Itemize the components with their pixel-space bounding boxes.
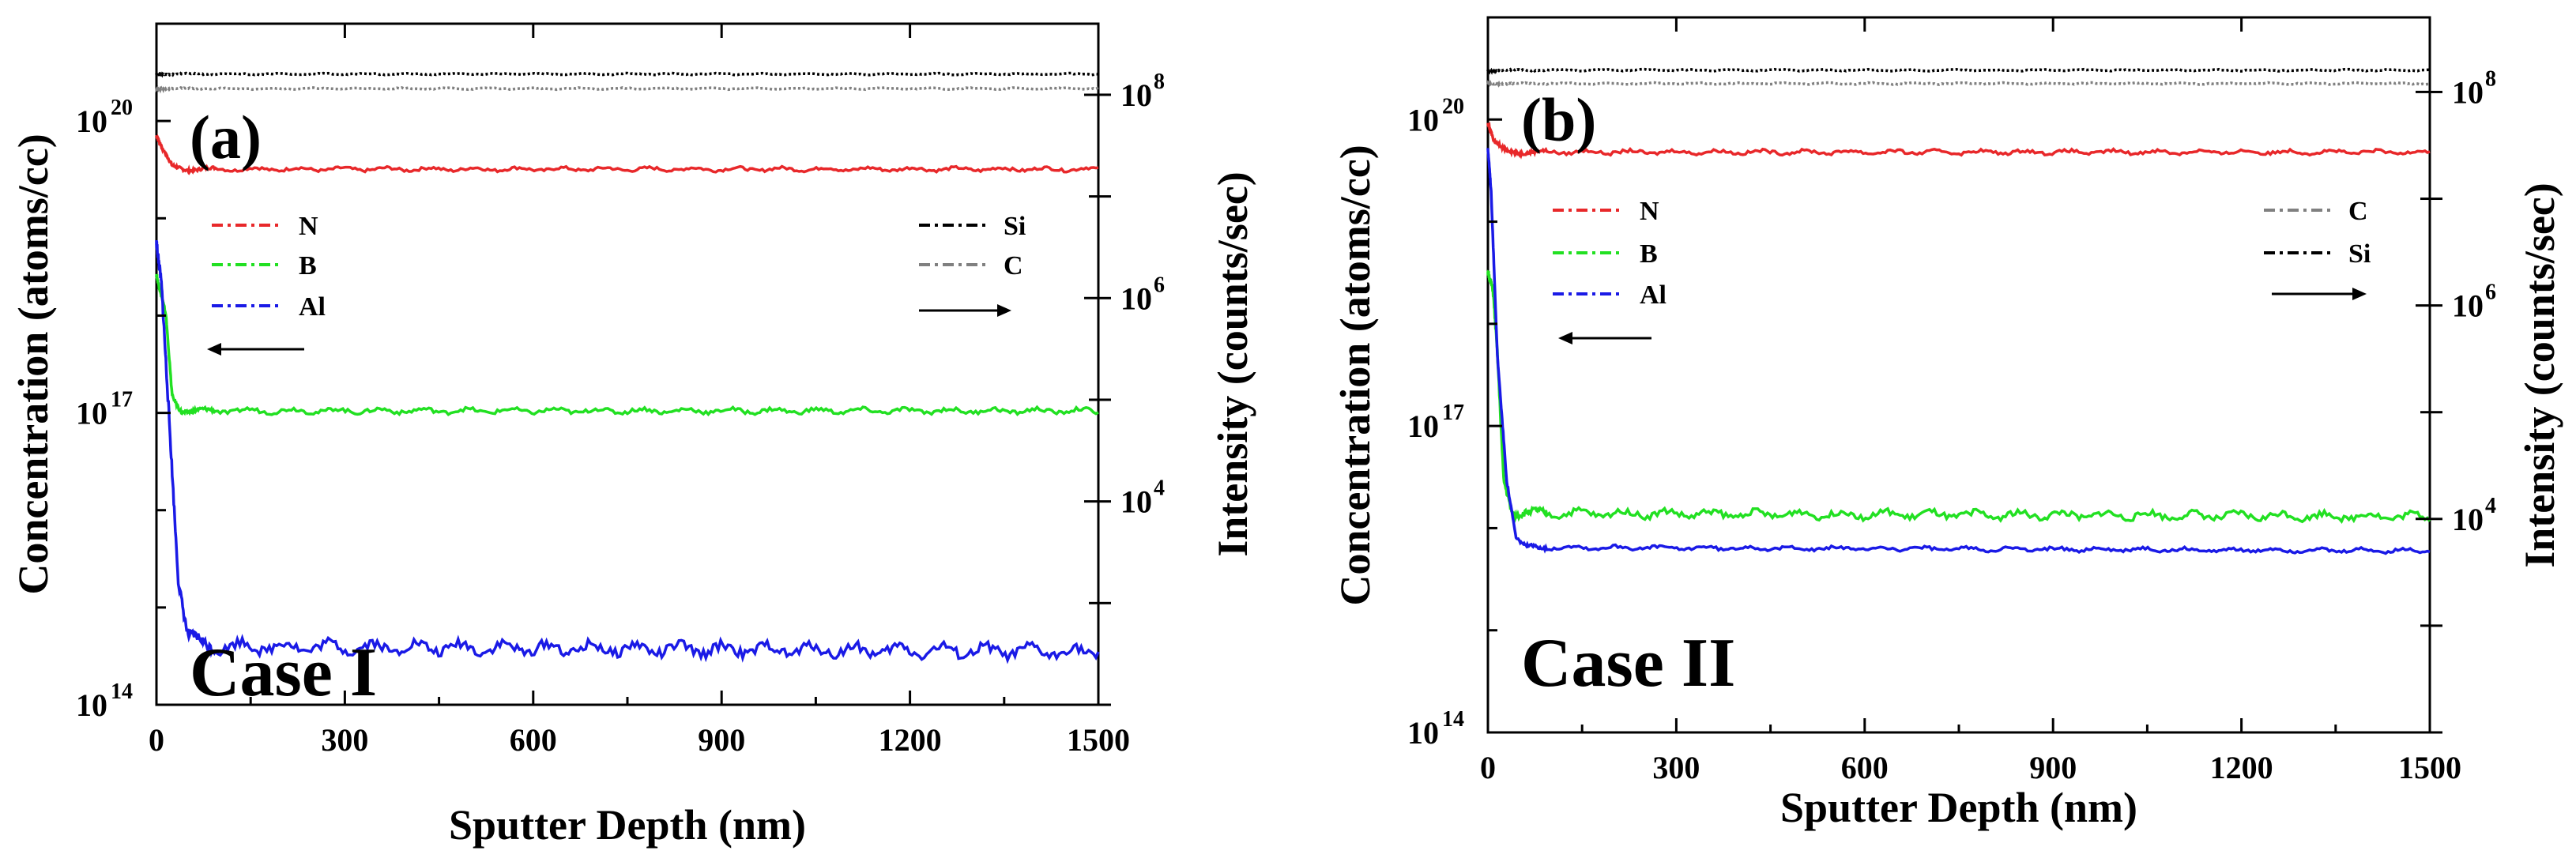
y2-tick-label-base: 10 <box>2452 502 2484 537</box>
x-tick-label: 0 <box>149 722 164 758</box>
x-tick-label: 600 <box>510 722 557 758</box>
y2-tick-label-base: 10 <box>2452 288 2484 324</box>
y2-tick-label-exp: 6 <box>1154 273 1165 297</box>
left-axis-arrow-icon <box>207 343 304 356</box>
series-line-c <box>1486 79 2431 89</box>
y2-tick-label-base: 10 <box>1120 280 1152 316</box>
legend-label-b: B <box>299 251 317 280</box>
y-tick-label-base: 10 <box>1407 408 1439 444</box>
y-axis-title: Concentration (atoms/cc) <box>9 134 57 594</box>
x-tick-label: 0 <box>1480 750 1496 785</box>
series-line-al <box>1486 148 2431 555</box>
x-tick-label: 300 <box>1652 750 1700 785</box>
x-tick-label: 600 <box>1841 750 1889 785</box>
series-line-si <box>155 71 1099 79</box>
legend-label-n: N <box>1640 197 1659 226</box>
legend-right: C Si <box>2264 197 2371 300</box>
legend-label-n: N <box>299 212 318 241</box>
y2-axis-title: Intensity (counts/sec) <box>1209 171 1256 556</box>
y2-tick-label-exp: 8 <box>1154 70 1165 94</box>
y2-tick-label-base: 10 <box>2452 74 2484 110</box>
legend-left: N B Al <box>1553 197 1666 344</box>
case-label: Case I <box>190 634 377 711</box>
y2-tick-label-exp: 8 <box>2485 66 2496 91</box>
legend-label-si: Si <box>1004 212 1026 241</box>
y-tick-label-base: 10 <box>76 104 107 139</box>
plot-frame <box>155 22 1100 706</box>
y2-tick-label-exp: 4 <box>1154 476 1165 501</box>
legend-label-b: B <box>1640 239 1658 269</box>
y2-axis-title: Intensity (counts/sec) <box>2516 183 2563 567</box>
x-tick-label: 1500 <box>1067 722 1130 758</box>
case-label: Case II <box>1521 625 1735 702</box>
series-line-al <box>155 239 1100 664</box>
left-axis-arrow-icon <box>1558 332 1651 344</box>
y2-tick-label-base: 10 <box>1120 77 1152 113</box>
y-tick-label-exp: 17 <box>1442 401 1464 425</box>
y-tick-label-exp: 14 <box>111 679 133 704</box>
y2-tick-label-exp: 6 <box>2485 280 2496 305</box>
legend-label-c: C <box>1004 251 1023 280</box>
legend-label-al: Al <box>1640 280 1666 310</box>
panel-label: (a) <box>190 103 262 171</box>
x-tick-label: 900 <box>698 722 745 758</box>
y-tick-label-exp: 20 <box>111 96 133 120</box>
x-tick-label: 1200 <box>879 722 942 758</box>
y-tick-label-base: 10 <box>1407 715 1439 751</box>
panel-label: (b) <box>1521 85 1596 154</box>
right-axis-arrow-icon <box>919 304 1011 317</box>
x-axis-title: Sputter Depth (nm) <box>1780 784 2137 831</box>
y-axis-title: Concentration (atoms/cc) <box>1331 145 1379 605</box>
y-tick-label-base: 10 <box>76 687 107 723</box>
x-tick-label: 1200 <box>2210 750 2273 785</box>
series-line-b <box>155 273 1099 417</box>
y-tick-label-exp: 20 <box>1442 94 1464 119</box>
y2-tick-label-exp: 4 <box>2485 494 2496 518</box>
y-tick-label-exp: 14 <box>1442 707 1464 732</box>
x-tick-label: 300 <box>321 722 368 758</box>
series-line-n <box>155 134 1099 175</box>
x-axis-title: Sputter Depth (nm) <box>449 801 806 849</box>
legend-label-c: C <box>2348 197 2368 226</box>
y-tick-label-base: 10 <box>76 396 107 431</box>
series-line-si <box>1486 65 2431 75</box>
x-axis-ticks: 0 300 600 900 1200 1500 <box>149 24 1130 758</box>
series-line-b <box>1486 269 2431 524</box>
y2-tick-label-base: 10 <box>1120 484 1152 520</box>
series-line-c <box>155 85 1099 94</box>
legend-label-si: Si <box>2348 239 2371 269</box>
series-line-n <box>1486 121 2431 160</box>
y-tick-label-exp: 17 <box>111 388 133 412</box>
legend-right: Si C <box>919 212 1026 317</box>
x-axis-ticks: 0 300 600 900 1200 1500 <box>1480 17 2461 785</box>
series-layer <box>155 71 1100 664</box>
legend-left: N B Al <box>207 212 326 356</box>
legend-label-al: Al <box>299 292 326 322</box>
right-axis-arrow-icon <box>2272 288 2367 300</box>
y-tick-label-base: 10 <box>1407 102 1439 137</box>
x-tick-label: 900 <box>2029 750 2077 785</box>
x-tick-label: 1500 <box>2398 750 2461 785</box>
series-layer <box>1486 65 2431 555</box>
